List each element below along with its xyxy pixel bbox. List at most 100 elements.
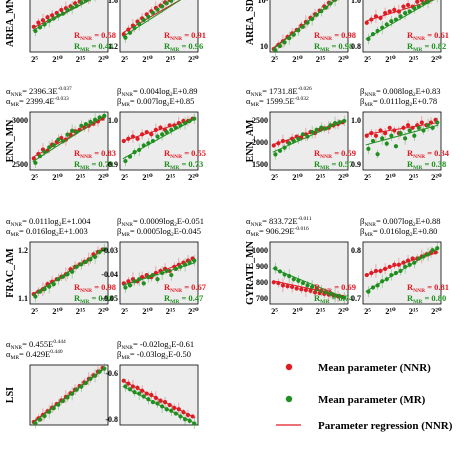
data-point-nnr	[387, 9, 392, 14]
equation-exponent: -0.016	[295, 226, 309, 232]
y-axis-label: ENN_AM	[245, 119, 256, 162]
r-squared-mr: RMR = 0.44	[74, 41, 114, 53]
panel-lsi_alpha: LSI	[5, 363, 109, 429]
x-tick-label: 2⁵	[31, 306, 38, 316]
r-symbol: R	[164, 148, 171, 158]
data-point-mr	[403, 136, 408, 141]
equation-exponent: -0.032	[295, 96, 309, 102]
r-value: = 0.73	[179, 159, 203, 169]
data-point-mr	[273, 48, 278, 53]
y-tick-label: 10	[260, 42, 268, 51]
r-subscript: MR	[320, 299, 330, 305]
equation-subscript: MR	[364, 102, 373, 108]
x-tick-label: 2⁵	[364, 306, 371, 316]
data-point-mr	[60, 139, 66, 144]
x-tick-label: 2¹⁵	[166, 54, 176, 64]
equation-exponent: 0.444	[53, 339, 66, 345]
y-tick-label: 3000	[12, 116, 28, 125]
data-point-mr	[141, 281, 146, 286]
equation-symbol: β	[117, 339, 121, 349]
r-value: = 0.61	[425, 30, 449, 40]
equation-symbol: α	[6, 86, 11, 96]
equation-body: = 0.007log	[376, 216, 414, 226]
y-tick-label: 2500	[252, 116, 268, 125]
r-squared-mr: RMR = 0.38	[407, 159, 446, 171]
r-value: = 0.74	[329, 293, 354, 303]
equation-body: = 833.72E	[262, 216, 298, 226]
x-tick-label: 2²⁰	[188, 54, 199, 64]
trend-line-mr	[272, 0, 336, 50]
equation-subscript: NNR	[10, 222, 22, 228]
trend-line-mr	[122, 118, 196, 160]
data-point-mr	[51, 143, 56, 148]
trend-line-mr	[32, 367, 106, 424]
x-tick-label: 2²⁰	[98, 306, 109, 316]
data-point-nnr	[405, 123, 411, 128]
data-point-mr	[291, 277, 296, 282]
data-point-nnr	[299, 287, 304, 292]
r-squared-nnr: RNNR = 0.58	[74, 30, 116, 42]
r-value: = 0.91	[182, 30, 206, 40]
y-tick-label: 1.0	[351, 0, 361, 5]
trend-line-nnr	[272, 280, 346, 297]
r-symbol: R	[314, 30, 321, 40]
equation-subscript: NNR	[250, 222, 262, 228]
r-symbol: R	[407, 41, 414, 51]
equation-symbol: α	[6, 96, 11, 106]
data-point-mr	[160, 132, 165, 137]
r-symbol: R	[74, 282, 81, 292]
data-point-mr	[393, 144, 399, 149]
x-tick-label: 2¹⁰	[292, 172, 303, 182]
equation-body: = 0.429E	[19, 349, 50, 359]
equation-subscript: NNR	[10, 92, 22, 98]
data-point-nnr	[401, 4, 406, 9]
equation-body: = 0.007log	[130, 96, 168, 106]
equation-log-base: 2	[167, 102, 170, 108]
equation-exponent: -0.011	[298, 216, 312, 222]
legend-nnr-marker	[285, 363, 293, 371]
x-tick-label: 2¹⁵	[316, 172, 326, 182]
data-point-mr	[164, 129, 169, 135]
data-point-mr	[296, 136, 301, 141]
r-value: = 0.98	[329, 41, 353, 51]
equation-body: = 0.011log	[22, 216, 59, 226]
r-value: = 0.38	[422, 159, 446, 169]
r-value: = 0.98	[332, 30, 356, 40]
r-value: = 0.55	[182, 148, 206, 158]
r-symbol: R	[314, 159, 321, 169]
equation-body: = 906.29E	[259, 226, 295, 236]
data-point-nnr	[383, 10, 388, 16]
data-point-mr	[155, 134, 160, 139]
data-point-mr	[47, 409, 52, 414]
equation-body: = 0.455E	[22, 339, 53, 349]
r-squared-mr: RMR = 0.96	[164, 41, 203, 53]
r-value: = 0.82	[422, 41, 446, 51]
data-point-mr	[398, 14, 403, 19]
data-point-mr	[425, 123, 431, 128]
r-value: = 0.96	[179, 41, 203, 51]
equation-body: = 0.016log	[19, 226, 57, 236]
x-tick-label: 2⁵	[31, 172, 38, 182]
equation-tail: E+0.83	[416, 86, 441, 96]
r-subscript: MR	[413, 165, 423, 171]
data-point-mr	[127, 283, 133, 288]
y-tick-label: 1.2	[18, 246, 28, 255]
r-squared-nnr: RNNR = 0.69	[314, 282, 356, 294]
equation-symbol: β	[117, 86, 121, 96]
x-tick-label: 2¹⁰	[292, 54, 303, 64]
equation-log-base: 2	[413, 222, 416, 228]
equation-body: = 0.016log	[373, 226, 411, 236]
equation-tail: E-0.50	[168, 349, 191, 359]
y-axis-label: ENN_MN	[5, 119, 16, 163]
data-point-nnr	[290, 284, 295, 290]
